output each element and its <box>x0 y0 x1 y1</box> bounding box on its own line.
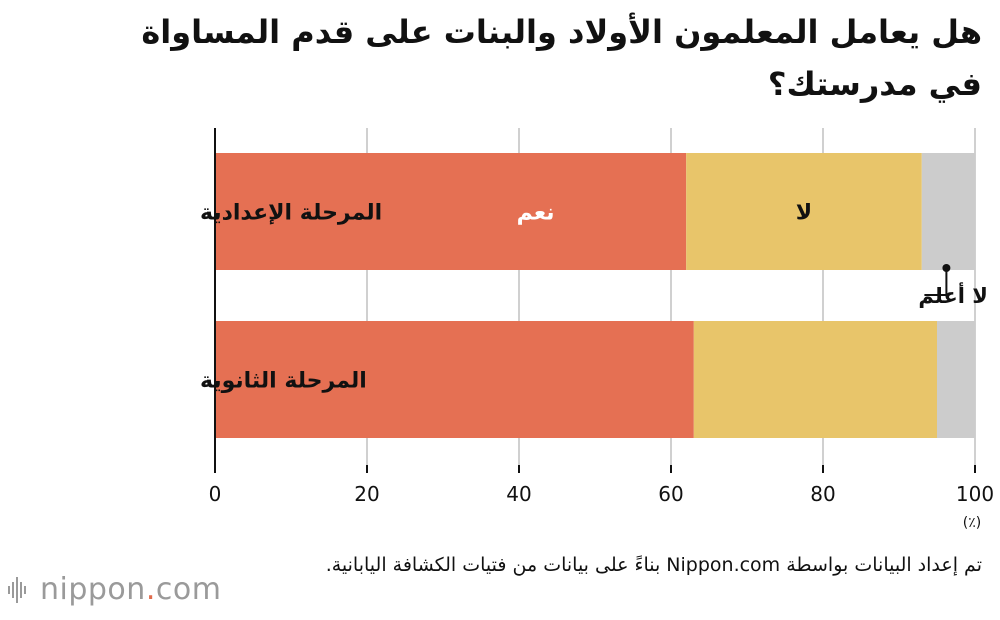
logo-mark-icon <box>8 575 30 605</box>
labels: المرحلة الإعدادية المرحلة الثانوية نعم لا لا… <box>200 201 988 394</box>
series-label: لا أعلم <box>918 281 988 308</box>
x-tick-label: 40 <box>506 482 531 506</box>
source-note: تم إعداد البيانات بواسطة Nippon.com بناء… <box>325 554 982 576</box>
category-label: المرحلة الإعدادية <box>200 201 382 226</box>
bar-segment <box>215 321 694 438</box>
bar-segment <box>921 153 975 270</box>
x-axis: 0 20 40 60 80 100 (٪) <box>209 128 994 531</box>
bar-segment <box>693 321 937 438</box>
series-label: لا <box>796 201 812 226</box>
x-axis-unit: (٪) <box>963 515 981 531</box>
category-label: المرحلة الثانوية <box>200 369 367 394</box>
series-label: نعم <box>517 201 555 226</box>
logo-text: nippon.com <box>40 572 222 607</box>
stacked-bar-chart: المرحلة الإعدادية المرحلة الثانوية نعم لا لا… <box>200 128 994 531</box>
x-tick-label: 20 <box>354 482 379 506</box>
x-tick-label: 60 <box>658 482 683 506</box>
x-tick-label: 80 <box>810 482 835 506</box>
x-tick-label: 100 <box>956 482 994 506</box>
x-tick-label: 0 <box>209 482 222 506</box>
bar-segment <box>215 153 687 270</box>
bar-segment <box>937 321 975 438</box>
callout-line <box>924 268 948 296</box>
chart-title: هل يعامل المعلمون الأولاد والبنات على قد… <box>141 13 982 103</box>
nippon-logo: nippon.com <box>8 572 221 607</box>
bar-segment <box>686 153 922 270</box>
bars <box>215 153 975 438</box>
